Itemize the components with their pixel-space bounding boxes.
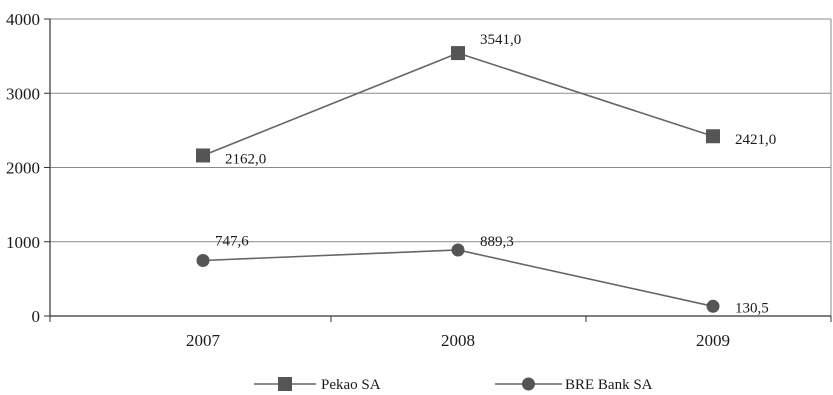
gridlines	[50, 92, 831, 243]
data-point-marker	[706, 129, 720, 144]
data-label: 3541,0	[480, 32, 521, 48]
legend-item: Pekao SA	[254, 377, 381, 393]
y-tick-label: 4000	[6, 10, 40, 29]
x-tick-label: 2009	[696, 331, 730, 350]
x-tick-label: 2007	[186, 331, 221, 350]
series-line	[202, 52, 714, 157]
legend-marker	[522, 377, 535, 391]
data-point-marker	[451, 46, 465, 61]
legend-marker	[278, 377, 292, 391]
data-point-marker	[706, 299, 720, 313]
x-tick-labels: 2007 2008 2009	[186, 331, 730, 350]
data-label: 889,3	[480, 234, 514, 250]
data-point-marker	[196, 148, 210, 163]
y-tick-label: 3000	[6, 84, 40, 103]
legend-item: BRE Bank SA	[495, 377, 653, 393]
y-tick-label: 0	[32, 307, 41, 326]
y-tick-label: 2000	[6, 159, 40, 178]
y-tick-labels: 0 1000 2000 3000 4000	[6, 10, 40, 326]
legend-label: Pekao SA	[321, 377, 381, 393]
series-pekao-sa: 2162,0 3541,0 2421,0	[196, 32, 776, 167]
data-label: 130,5	[735, 300, 769, 316]
data-label: 2421,0	[735, 132, 776, 148]
y-tick-label: 1000	[6, 233, 40, 252]
series-bre-bank-sa: 747,6 889,3 130,5	[196, 233, 769, 316]
legend-label: BRE Bank SA	[565, 377, 653, 393]
x-tick-label: 2008	[441, 331, 475, 350]
series-line	[202, 249, 714, 308]
axes	[44, 18, 832, 322]
data-label: 747,6	[215, 233, 249, 249]
series-group: 2162,0 3541,0 2421,0 747,6 889,3 130,5	[196, 32, 776, 316]
data-point-marker	[196, 253, 210, 267]
legend: Pekao SA BRE Bank SA	[254, 377, 653, 393]
data-label: 2162,0	[225, 151, 266, 167]
data-point-marker	[451, 243, 465, 257]
